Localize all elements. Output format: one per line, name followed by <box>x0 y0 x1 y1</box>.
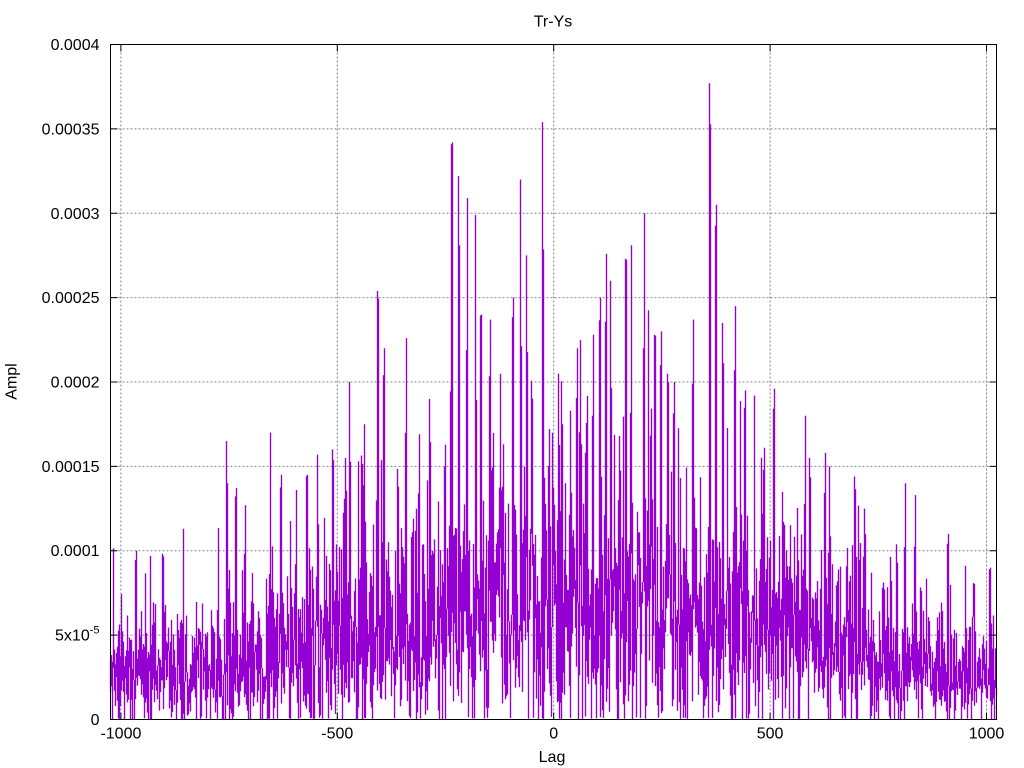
svg-text:1000: 1000 <box>969 726 1005 743</box>
svg-text:Ampl: Ampl <box>4 363 21 399</box>
svg-text:5x10-5: 5x10-5 <box>55 625 99 645</box>
svg-text:0.0001: 0.0001 <box>51 543 100 560</box>
svg-text:0.00035: 0.00035 <box>42 121 100 138</box>
svg-text:500: 500 <box>757 726 784 743</box>
svg-text:-500: -500 <box>321 726 353 743</box>
svg-text:0: 0 <box>91 712 100 729</box>
svg-text:0.0004: 0.0004 <box>51 37 100 54</box>
svg-text:0.00015: 0.00015 <box>42 459 100 476</box>
svg-text:-1000: -1000 <box>100 726 141 743</box>
svg-text:0: 0 <box>549 726 558 743</box>
svg-text:0.0002: 0.0002 <box>51 375 100 392</box>
svg-text:Tr-Ys: Tr-Ys <box>534 14 573 31</box>
svg-text:0.00025: 0.00025 <box>42 290 100 307</box>
svg-text:0.0003: 0.0003 <box>51 206 100 223</box>
svg-text:Lag: Lag <box>539 749 566 766</box>
